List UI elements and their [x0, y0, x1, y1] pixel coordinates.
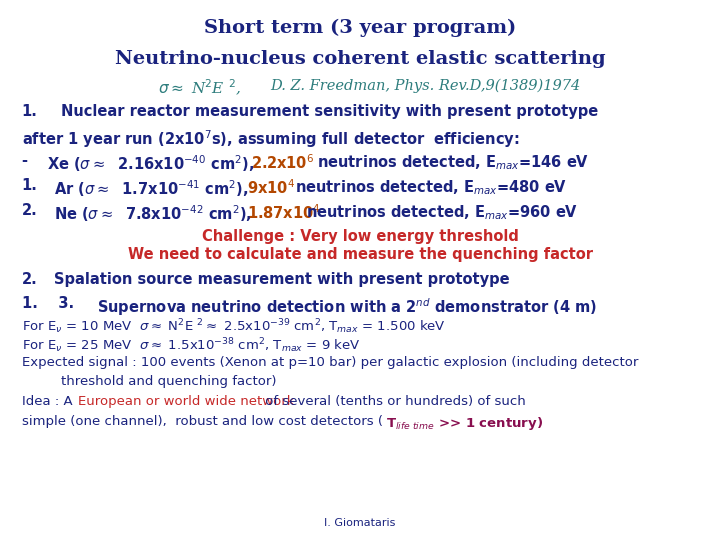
- Text: D. Z. Freedman, Phys. Rev.D,9(1389)1974: D. Z. Freedman, Phys. Rev.D,9(1389)1974: [270, 78, 580, 93]
- Text: Xe ($\sigma$$\approx$  2.16x10$^{-40}$ cm$^{2}$),: Xe ($\sigma$$\approx$ 2.16x10$^{-40}$ cm…: [47, 153, 256, 174]
- Text: Spalation source measurement with present prototype: Spalation source measurement with presen…: [54, 272, 510, 287]
- Text: 1.: 1.: [22, 178, 37, 193]
- Text: Short term (3 year program): Short term (3 year program): [204, 19, 516, 37]
- Text: -: -: [22, 153, 27, 168]
- Text: neutrinos detected, E$_{max}$=960 eV: neutrinos detected, E$_{max}$=960 eV: [301, 203, 578, 222]
- Text: European or world wide network: European or world wide network: [78, 395, 295, 408]
- Text: Ar ($\sigma$$\approx$  1.7x10$^{-41}$ cm$^{2}$),: Ar ($\sigma$$\approx$ 1.7x10$^{-41}$ cm$…: [54, 178, 250, 199]
- Text: Idea : A: Idea : A: [22, 395, 76, 408]
- Text: I. Giomataris: I. Giomataris: [324, 518, 396, 529]
- Text: $\sigma \approx$ N$^{2}$E $^{2}$,: $\sigma \approx$ N$^{2}$E $^{2}$,: [158, 78, 241, 98]
- Text: of several (tenths or hundreds) of such: of several (tenths or hundreds) of such: [261, 395, 526, 408]
- Text: Expected signal : 100 events (Xenon at p=10 bar) per galactic explosion (includi: Expected signal : 100 events (Xenon at p…: [22, 356, 638, 369]
- Text: For E$_\nu$ = 25 MeV  $\sigma$$\approx$ 1.5x10$^{-38}$ cm$^{2}$, T$_{max}$ = 9 k: For E$_\nu$ = 25 MeV $\sigma$$\approx$ 1…: [22, 336, 360, 355]
- Text: Neutrino-nucleus coherent elastic scattering: Neutrino-nucleus coherent elastic scatte…: [114, 50, 606, 68]
- Text: Ne ($\sigma$$\approx$  7.8x10$^{-42}$ cm$^{2}$),: Ne ($\sigma$$\approx$ 7.8x10$^{-42}$ cm$…: [54, 203, 253, 224]
- Text: simple (one channel),  robust and low cost detectors (: simple (one channel), robust and low cos…: [22, 415, 382, 428]
- Text: 1.87x10$^{4}$: 1.87x10$^{4}$: [247, 203, 320, 222]
- Text: 1.    3.: 1. 3.: [22, 296, 73, 311]
- Text: Supernova neutrino detection with a 2$^{nd}$ demonstrator (4 m): Supernova neutrino detection with a 2$^{…: [97, 296, 598, 318]
- Text: 2.2x10$^{6}$: 2.2x10$^{6}$: [251, 153, 314, 172]
- Text: after 1 year run (2x10$^{7}$s), assuming full detector  efficiency:: after 1 year run (2x10$^{7}$s), assuming…: [22, 129, 519, 150]
- Text: 2.: 2.: [22, 203, 37, 218]
- Text: neutrinos detected, E$_{max}$=146 eV: neutrinos detected, E$_{max}$=146 eV: [312, 153, 589, 172]
- Text: 2.: 2.: [22, 272, 37, 287]
- Text: We need to calculate and measure the quenching factor: We need to calculate and measure the que…: [127, 247, 593, 262]
- Text: 1.: 1.: [22, 104, 37, 119]
- Text: threshold and quenching factor): threshold and quenching factor): [61, 375, 276, 388]
- Text: Nuclear reactor measurement sensitivity with present prototype: Nuclear reactor measurement sensitivity …: [61, 104, 598, 119]
- Text: T$_{life\ time}$ >> 1 century): T$_{life\ time}$ >> 1 century): [386, 415, 543, 431]
- Text: Challenge : Very low energy threshold: Challenge : Very low energy threshold: [202, 230, 518, 245]
- Text: For E$_\nu$ = 10 MeV  $\sigma$$\approx$ N$^{2}$E $^{2}$$\approx$ 2.5x10$^{-39}$ : For E$_\nu$ = 10 MeV $\sigma$$\approx$ N…: [22, 317, 446, 336]
- Text: neutrinos detected, E$_{max}$=480 eV: neutrinos detected, E$_{max}$=480 eV: [290, 178, 567, 197]
- Text: 9x10$^{4}$: 9x10$^{4}$: [247, 178, 295, 197]
